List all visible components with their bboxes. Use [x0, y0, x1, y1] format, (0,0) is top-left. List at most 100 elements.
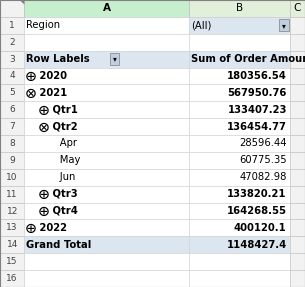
Bar — [0, 118, 24, 135]
Bar — [290, 0, 305, 17]
Bar — [24, 169, 189, 186]
Text: C: C — [294, 3, 301, 13]
Text: 11: 11 — [6, 190, 18, 199]
Bar — [0, 0, 24, 17]
Bar — [290, 118, 305, 135]
Text: 567950.76: 567950.76 — [227, 88, 287, 98]
Bar — [0, 101, 24, 118]
Bar — [290, 34, 305, 51]
Text: ⨂ Qtr2: ⨂ Qtr2 — [32, 122, 78, 132]
Bar — [189, 253, 290, 270]
Bar — [24, 67, 189, 84]
Text: May: May — [41, 155, 81, 165]
Text: Region: Region — [26, 20, 60, 30]
Bar — [189, 67, 290, 84]
Bar — [0, 220, 24, 236]
Text: 15: 15 — [6, 257, 18, 266]
Bar — [290, 67, 305, 84]
Text: ⨂ 2021: ⨂ 2021 — [26, 88, 67, 98]
Bar — [189, 101, 290, 118]
Bar — [290, 17, 305, 34]
Text: 6: 6 — [9, 105, 15, 114]
Bar — [0, 169, 24, 186]
Text: ⨁ 2020: ⨁ 2020 — [26, 71, 67, 81]
Bar — [189, 84, 290, 101]
Text: 10: 10 — [6, 173, 18, 182]
Text: 136454.77: 136454.77 — [227, 122, 287, 132]
Bar — [0, 84, 24, 101]
Bar — [290, 169, 305, 186]
Bar — [24, 135, 189, 152]
Text: Row Labels: Row Labels — [26, 54, 90, 64]
Bar — [189, 118, 290, 135]
Bar — [189, 17, 290, 34]
Text: 5: 5 — [9, 88, 15, 97]
Text: 14: 14 — [6, 240, 18, 249]
Bar — [24, 236, 189, 253]
Text: 16: 16 — [6, 274, 18, 283]
Text: Sum of Order Amount: Sum of Order Amount — [191, 54, 305, 64]
Bar — [189, 270, 290, 287]
Bar — [24, 34, 189, 51]
Text: ⨁ Qtr1: ⨁ Qtr1 — [32, 105, 78, 115]
Bar — [0, 67, 24, 84]
Text: 12: 12 — [6, 207, 18, 216]
Bar — [279, 19, 289, 31]
Bar — [0, 34, 24, 51]
Bar — [0, 236, 24, 253]
Bar — [24, 17, 189, 34]
Bar — [24, 253, 189, 270]
Bar — [24, 220, 189, 236]
Text: 2: 2 — [9, 38, 15, 47]
Bar — [0, 135, 24, 152]
Text: ⨁ Qtr3: ⨁ Qtr3 — [32, 189, 78, 199]
Bar — [24, 152, 189, 169]
Text: ⨁ Qtr4: ⨁ Qtr4 — [32, 206, 78, 216]
Bar — [0, 270, 24, 287]
Bar — [189, 220, 290, 236]
Bar — [110, 53, 119, 65]
Bar — [290, 270, 305, 287]
Text: 60775.35: 60775.35 — [239, 155, 287, 165]
Text: ▾: ▾ — [282, 21, 286, 30]
Text: ⨁ 2022: ⨁ 2022 — [26, 223, 67, 233]
Bar — [290, 236, 305, 253]
Text: 4: 4 — [9, 71, 15, 80]
Bar — [290, 186, 305, 203]
Bar — [0, 253, 24, 270]
Text: 1: 1 — [9, 21, 15, 30]
Bar — [189, 135, 290, 152]
Bar — [189, 236, 290, 253]
Bar — [0, 203, 24, 220]
Text: 28596.44: 28596.44 — [239, 139, 287, 148]
Bar — [24, 186, 189, 203]
Bar — [189, 0, 290, 17]
Text: 133407.23: 133407.23 — [227, 105, 287, 115]
Bar — [290, 101, 305, 118]
Text: 8: 8 — [9, 139, 15, 148]
Text: 133820.21: 133820.21 — [227, 189, 287, 199]
Bar — [189, 152, 290, 169]
Bar — [0, 152, 24, 169]
Text: (All): (All) — [191, 20, 211, 30]
Bar — [0, 17, 24, 34]
Text: 9: 9 — [9, 156, 15, 165]
Bar — [24, 0, 189, 17]
Text: Jun: Jun — [41, 172, 76, 182]
Text: 3: 3 — [9, 55, 15, 64]
Bar — [0, 51, 24, 67]
Polygon shape — [20, 0, 24, 5]
Bar — [290, 135, 305, 152]
Bar — [24, 270, 189, 287]
Bar — [0, 186, 24, 203]
Bar — [24, 51, 189, 67]
Bar — [24, 118, 189, 135]
Bar — [189, 186, 290, 203]
Text: 7: 7 — [9, 122, 15, 131]
Bar — [189, 51, 290, 67]
Bar — [290, 51, 305, 67]
Bar — [290, 152, 305, 169]
Bar — [189, 169, 290, 186]
Text: 13: 13 — [6, 223, 18, 232]
Bar — [24, 84, 189, 101]
